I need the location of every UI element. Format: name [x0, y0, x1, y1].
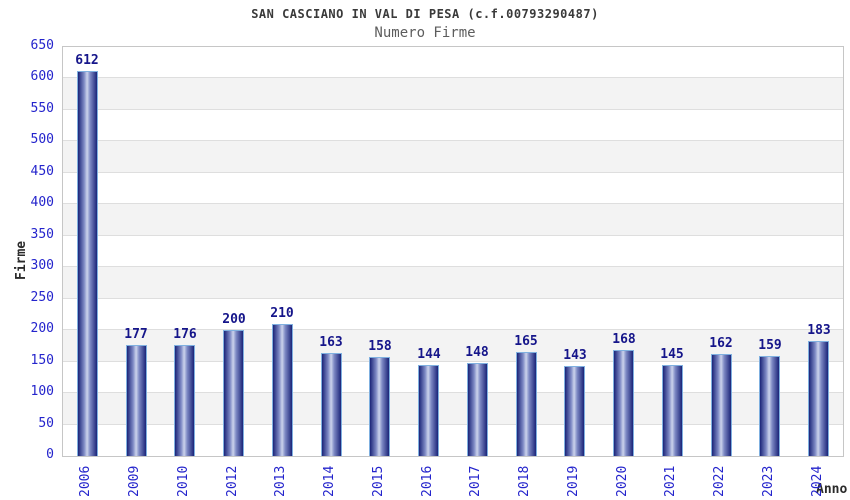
y-tick-label: 450	[30, 163, 54, 179]
x-tick-label-2012: 2012	[225, 465, 240, 497]
gridline	[63, 77, 843, 79]
gridline	[63, 266, 843, 268]
plot-band	[63, 204, 843, 236]
bar-value-label: 143	[563, 348, 587, 363]
bar-2018	[516, 352, 537, 456]
x-tick-label-2018: 2018	[517, 465, 532, 497]
bar-value-label: 159	[758, 338, 782, 353]
gridline	[63, 171, 843, 173]
bar-2013	[272, 324, 293, 456]
x-tick-label-2015: 2015	[371, 465, 386, 497]
bar-value-label: 183	[807, 323, 831, 338]
x-tick-label-2016: 2016	[420, 465, 435, 497]
bar-2020	[613, 350, 634, 456]
bar-value-label: 144	[417, 347, 441, 362]
plot-band	[63, 235, 843, 268]
bar-value-label: 612	[75, 53, 99, 68]
x-tick-label-2024: 2024	[810, 465, 825, 497]
x-tick-label-2021: 2021	[663, 465, 678, 497]
plot-area: 612 177 176 200 210 163 158 144 148 165 143 168 145 1…	[62, 46, 844, 457]
bar-value-label: 163	[319, 335, 343, 350]
bar-2023	[759, 356, 780, 456]
y-tick-label: 650	[30, 38, 54, 53]
x-tick-label-2006: 2006	[78, 465, 93, 497]
y-tick-label: 200	[30, 321, 54, 337]
plot-band	[63, 78, 843, 110]
bar-value-label: 210	[270, 306, 294, 321]
y-tick-label: 150	[30, 352, 54, 368]
x-tick-label-2022: 2022	[712, 465, 727, 497]
bar-2009	[126, 345, 147, 456]
bar-value-label: 176	[173, 327, 197, 342]
bar-2006	[77, 71, 98, 456]
bar-value-label: 162	[709, 336, 733, 351]
y-tick-label: 500	[30, 132, 54, 148]
y-tick-label: 350	[30, 226, 54, 242]
y-tick-label: 300	[30, 258, 54, 274]
plot-band	[63, 109, 843, 142]
x-tick-label-2009: 2009	[127, 465, 142, 497]
x-tick-label-2010: 2010	[176, 465, 191, 497]
x-tick-label-2014: 2014	[322, 465, 337, 497]
gridline	[63, 360, 843, 362]
gridline	[63, 392, 843, 394]
plot-band	[63, 267, 843, 299]
bar-value-label: 177	[124, 327, 148, 342]
bar-value-label: 165	[514, 334, 538, 349]
x-tick-label-2023: 2023	[761, 465, 776, 497]
gridline	[63, 203, 843, 205]
bar-2024	[808, 341, 829, 456]
y-tick-label: 400	[30, 195, 54, 211]
plot-band	[63, 172, 843, 205]
y-tick-label: 100	[30, 384, 54, 400]
plot-band	[63, 47, 843, 79]
bar-2021	[662, 365, 683, 456]
bar-value-label: 148	[465, 345, 489, 360]
x-axis-title: Anno	[816, 482, 848, 497]
bar-2012	[223, 330, 244, 456]
x-tick-label-2020: 2020	[615, 465, 630, 497]
gridline	[63, 423, 843, 425]
bar-2016	[418, 365, 439, 456]
chart-title: SAN CASCIANO IN VAL DI PESA (c.f.0079329…	[251, 7, 599, 21]
y-tick-label: 550	[30, 100, 54, 116]
bar-2019	[564, 366, 585, 456]
bar-value-label: 168	[612, 332, 636, 347]
bar-value-label: 200	[222, 312, 246, 327]
y-tick-label: 600	[30, 69, 54, 85]
x-tick-label-2013: 2013	[273, 465, 288, 497]
plot-band	[63, 141, 843, 173]
x-tick-label-2019: 2019	[566, 465, 581, 497]
gridline	[63, 234, 843, 236]
gridline	[63, 140, 843, 142]
bar-2014	[321, 353, 342, 456]
gridline	[63, 108, 843, 110]
y-tick-label: 250	[30, 289, 54, 305]
bar-2010	[174, 345, 195, 456]
bar-2015	[369, 357, 390, 456]
y-tick-label: 0	[46, 447, 54, 462]
bar-2022	[711, 354, 732, 456]
x-tick-label-2017: 2017	[468, 465, 483, 497]
plot-band	[63, 298, 843, 331]
chart-subtitle: Numero Firme	[374, 25, 476, 41]
bar-2017	[467, 363, 488, 456]
bar-value-label: 145	[660, 347, 684, 362]
y-tick-label: 50	[38, 415, 54, 431]
bar-value-label: 158	[368, 339, 392, 354]
gridline	[63, 297, 843, 299]
gridline	[63, 329, 843, 331]
